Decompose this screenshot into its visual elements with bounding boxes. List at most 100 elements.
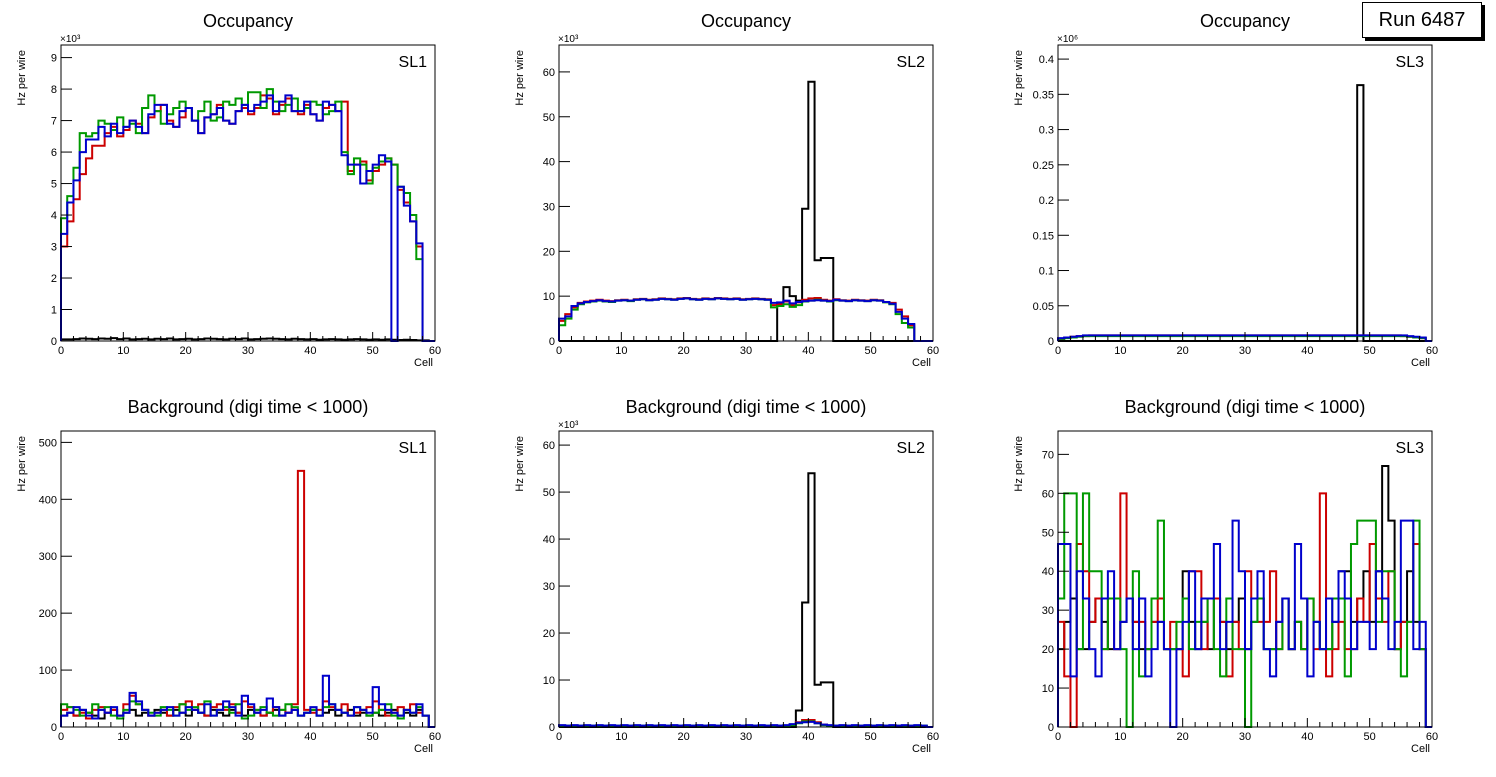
y-axis-label: Hz per wire (16, 50, 28, 106)
x-tick-label: 40 (304, 731, 316, 743)
x-tick-label: 50 (367, 345, 379, 357)
y-tick-label: 8 (51, 84, 57, 96)
x-tick-label: 30 (740, 345, 752, 357)
y-tick-label: 0.1 (1039, 266, 1054, 278)
x-tick-label: 50 (367, 731, 379, 743)
chart-panel-3: Occupancy 0 10 20 30 40 50 60 0 0.05 0.1 0.15 0.2 0.2… (1013, 11, 1438, 369)
x-tick-label: 40 (1301, 345, 1313, 357)
y-tick-label: 0.4 (1039, 54, 1054, 66)
x-tick-label: 30 (1239, 731, 1251, 743)
series-l4-line (60, 674, 435, 728)
y-tick-label: 3 (51, 242, 57, 254)
y-tick-label: 50 (543, 112, 555, 124)
x-tick-label: 50 (1364, 731, 1376, 743)
y-tick-label: 4 (51, 210, 57, 222)
chart-panel-1: Occupancy 0 10 20 30 40 50 60 0 1 2 3 4 5 6 7 8 9 Cell Hz p… (16, 11, 441, 369)
x-tick-label: 20 (1177, 345, 1189, 357)
y-axis-multiplier: ×10³ (558, 34, 579, 45)
superlayer-label: SL2 (897, 440, 926, 457)
series-l1-line (1058, 84, 1432, 342)
chart-title: Background (digi time < 1000) (626, 397, 867, 417)
y-tick-label: 6 (51, 147, 57, 159)
plot-frame (1057, 44, 1433, 342)
y-axis-multiplier: ×10⁶ (1057, 34, 1078, 45)
y-tick-label: 2 (51, 273, 57, 285)
y-tick-label: 0 (549, 722, 555, 734)
chart-title: Background (digi time < 1000) (1125, 397, 1366, 417)
y-tick-label: 60 (1042, 488, 1054, 500)
y-tick-label: 30 (543, 201, 555, 213)
y-tick-label: 0.35 (1033, 89, 1054, 101)
x-tick-label: 40 (304, 345, 316, 357)
x-tick-label: 20 (180, 345, 192, 357)
x-axis-label: Cell (1411, 743, 1430, 755)
x-tick-label: 10 (615, 345, 627, 357)
series-l4-line (60, 94, 435, 342)
x-tick-label: 50 (865, 731, 877, 743)
x-tick-label: 60 (1426, 731, 1438, 743)
x-tick-label: 0 (556, 345, 562, 357)
y-tick-label: 10 (543, 291, 555, 303)
y-tick-label: 20 (543, 246, 555, 258)
y-tick-label: 50 (543, 487, 555, 499)
y-axis-multiplier: ×10³ (558, 420, 579, 431)
run-label: Run 6487 (1362, 2, 1482, 38)
y-tick-label: 7 (51, 116, 57, 128)
x-axis-label: Cell (414, 357, 433, 369)
y-tick-label: 10 (1042, 683, 1054, 695)
x-axis-label: Cell (912, 743, 931, 755)
y-tick-label: 300 (39, 551, 57, 563)
y-tick-label: 20 (1042, 644, 1054, 656)
y-tick-label: 400 (39, 494, 57, 506)
y-tick-label: 0.05 (1033, 301, 1054, 313)
x-tick-label: 60 (927, 345, 939, 357)
x-tick-label: 40 (802, 731, 814, 743)
x-axis-label: Cell (414, 743, 433, 755)
superlayer-label: SL3 (1396, 54, 1425, 71)
plot-frame (558, 44, 934, 342)
chart-panel-4: Background (digi time < 1000) 0 10 20 30 40 50… (16, 397, 441, 755)
y-tick-label: 60 (543, 440, 555, 452)
x-tick-label: 60 (429, 731, 441, 743)
x-tick-label: 60 (429, 345, 441, 357)
plot-frame (60, 44, 436, 342)
y-tick-label: 40 (543, 534, 555, 546)
series-l4-line (1057, 334, 1432, 342)
chart-title: Occupancy (1200, 11, 1290, 31)
x-tick-label: 20 (678, 345, 690, 357)
y-tick-label: 9 (51, 53, 57, 65)
x-tick-label: 50 (865, 345, 877, 357)
y-tick-label: 0.2 (1039, 195, 1054, 207)
y-axis-multiplier: ×10³ (60, 34, 81, 45)
y-tick-label: 200 (39, 608, 57, 620)
x-tick-label: 30 (242, 345, 254, 357)
x-tick-label: 10 (615, 731, 627, 743)
y-tick-label: 0.15 (1033, 230, 1054, 242)
y-tick-label: 0 (51, 336, 57, 348)
x-tick-label: 30 (242, 731, 254, 743)
chart-title: Occupancy (701, 11, 791, 31)
x-tick-label: 50 (1364, 345, 1376, 357)
y-tick-label: 0.3 (1039, 125, 1054, 137)
x-tick-label: 30 (740, 731, 752, 743)
y-tick-label: 0.25 (1033, 160, 1054, 172)
y-axis-label: Hz per wire (1013, 436, 1025, 492)
x-tick-label: 40 (1301, 731, 1313, 743)
x-tick-label: 40 (802, 345, 814, 357)
x-tick-label: 20 (180, 731, 192, 743)
x-tick-label: 10 (117, 731, 129, 743)
superlayer-label: SL3 (1396, 440, 1425, 457)
x-tick-label: 10 (117, 345, 129, 357)
x-tick-label: 0 (58, 731, 64, 743)
x-tick-label: 0 (58, 345, 64, 357)
y-tick-label: 100 (39, 665, 57, 677)
x-tick-label: 20 (1177, 731, 1189, 743)
x-tick-label: 60 (1426, 345, 1438, 357)
chart-title: Background (digi time < 1000) (128, 397, 369, 417)
chart-title: Occupancy (203, 11, 293, 31)
x-tick-label: 30 (1239, 345, 1251, 357)
x-axis-label: Cell (1411, 357, 1430, 369)
